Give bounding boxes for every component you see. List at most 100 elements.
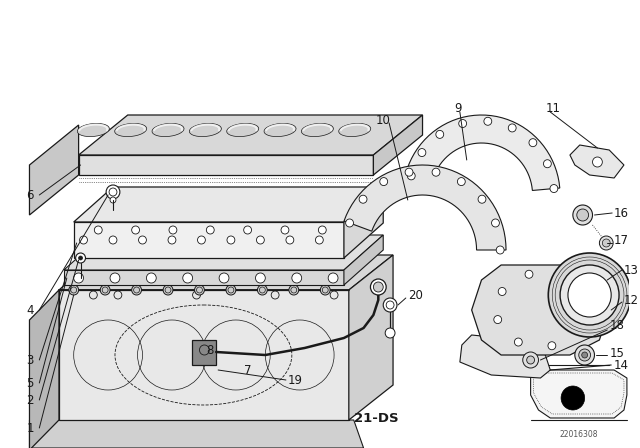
Circle shape xyxy=(459,120,467,128)
Circle shape xyxy=(109,236,117,244)
Polygon shape xyxy=(79,155,373,175)
Polygon shape xyxy=(79,115,422,155)
Circle shape xyxy=(458,177,465,185)
Circle shape xyxy=(577,209,589,221)
Polygon shape xyxy=(115,123,147,137)
Circle shape xyxy=(523,352,538,368)
Circle shape xyxy=(100,285,110,295)
Circle shape xyxy=(79,236,88,244)
Circle shape xyxy=(373,282,383,292)
Circle shape xyxy=(602,239,610,247)
Circle shape xyxy=(138,236,147,244)
Circle shape xyxy=(286,236,294,244)
Circle shape xyxy=(371,279,386,295)
Text: 17: 17 xyxy=(614,233,629,246)
Circle shape xyxy=(600,236,613,250)
Polygon shape xyxy=(59,290,349,420)
Polygon shape xyxy=(191,340,216,365)
Circle shape xyxy=(484,117,492,125)
Polygon shape xyxy=(349,255,393,420)
Circle shape xyxy=(496,246,504,254)
Text: 4: 4 xyxy=(26,303,34,316)
Circle shape xyxy=(494,315,502,323)
Circle shape xyxy=(257,236,264,244)
Text: 8: 8 xyxy=(206,344,214,357)
Circle shape xyxy=(206,226,214,234)
Circle shape xyxy=(227,236,235,244)
Text: 12: 12 xyxy=(624,293,639,306)
Circle shape xyxy=(478,195,486,203)
Circle shape xyxy=(432,168,440,176)
Circle shape xyxy=(568,273,611,317)
Circle shape xyxy=(498,288,506,296)
Polygon shape xyxy=(531,370,627,418)
Circle shape xyxy=(579,349,591,361)
Polygon shape xyxy=(189,123,221,137)
Polygon shape xyxy=(64,235,383,270)
Circle shape xyxy=(575,345,595,365)
Polygon shape xyxy=(74,187,383,222)
Text: 22016308: 22016308 xyxy=(559,430,598,439)
Circle shape xyxy=(198,236,205,244)
Circle shape xyxy=(380,177,388,185)
Polygon shape xyxy=(152,123,184,137)
Circle shape xyxy=(168,236,176,244)
Circle shape xyxy=(132,285,141,295)
Text: 3: 3 xyxy=(26,353,34,366)
Text: 6: 6 xyxy=(26,189,34,202)
Circle shape xyxy=(281,226,289,234)
Circle shape xyxy=(106,185,120,199)
Circle shape xyxy=(289,285,299,295)
Circle shape xyxy=(492,219,499,227)
Circle shape xyxy=(109,188,117,196)
Circle shape xyxy=(68,285,79,295)
Circle shape xyxy=(559,274,566,282)
Text: 16: 16 xyxy=(614,207,629,220)
Circle shape xyxy=(316,236,323,244)
Text: 19: 19 xyxy=(288,374,303,387)
Polygon shape xyxy=(64,270,344,285)
Circle shape xyxy=(76,253,86,263)
Circle shape xyxy=(328,273,338,283)
Circle shape xyxy=(346,219,353,227)
Polygon shape xyxy=(301,123,333,137)
Text: 21-DS: 21-DS xyxy=(354,412,398,425)
Circle shape xyxy=(74,273,84,283)
Polygon shape xyxy=(77,123,109,137)
Text: 9: 9 xyxy=(454,102,461,115)
Circle shape xyxy=(169,226,177,234)
Circle shape xyxy=(405,168,413,176)
Text: 2: 2 xyxy=(26,393,34,406)
Circle shape xyxy=(195,285,204,295)
Polygon shape xyxy=(227,123,259,137)
Polygon shape xyxy=(59,255,393,290)
Polygon shape xyxy=(344,235,383,285)
Circle shape xyxy=(527,356,534,364)
Circle shape xyxy=(561,386,585,410)
Circle shape xyxy=(132,226,140,234)
Text: 5: 5 xyxy=(26,376,34,389)
Polygon shape xyxy=(339,123,371,137)
Circle shape xyxy=(529,139,537,146)
Text: 18: 18 xyxy=(609,319,624,332)
Text: 1: 1 xyxy=(26,422,34,435)
Polygon shape xyxy=(344,187,383,258)
Circle shape xyxy=(407,172,415,180)
Polygon shape xyxy=(472,265,609,355)
Circle shape xyxy=(79,256,83,260)
Circle shape xyxy=(147,273,156,283)
Polygon shape xyxy=(460,335,550,378)
Circle shape xyxy=(255,273,266,283)
Circle shape xyxy=(94,226,102,234)
Text: 20: 20 xyxy=(408,289,422,302)
Circle shape xyxy=(575,324,582,332)
Circle shape xyxy=(593,157,602,167)
Circle shape xyxy=(548,342,556,350)
Circle shape xyxy=(386,301,394,309)
Circle shape xyxy=(226,285,236,295)
Text: 15: 15 xyxy=(609,346,624,359)
Circle shape xyxy=(219,273,229,283)
Circle shape xyxy=(383,298,397,312)
Polygon shape xyxy=(406,115,560,190)
Circle shape xyxy=(292,273,301,283)
